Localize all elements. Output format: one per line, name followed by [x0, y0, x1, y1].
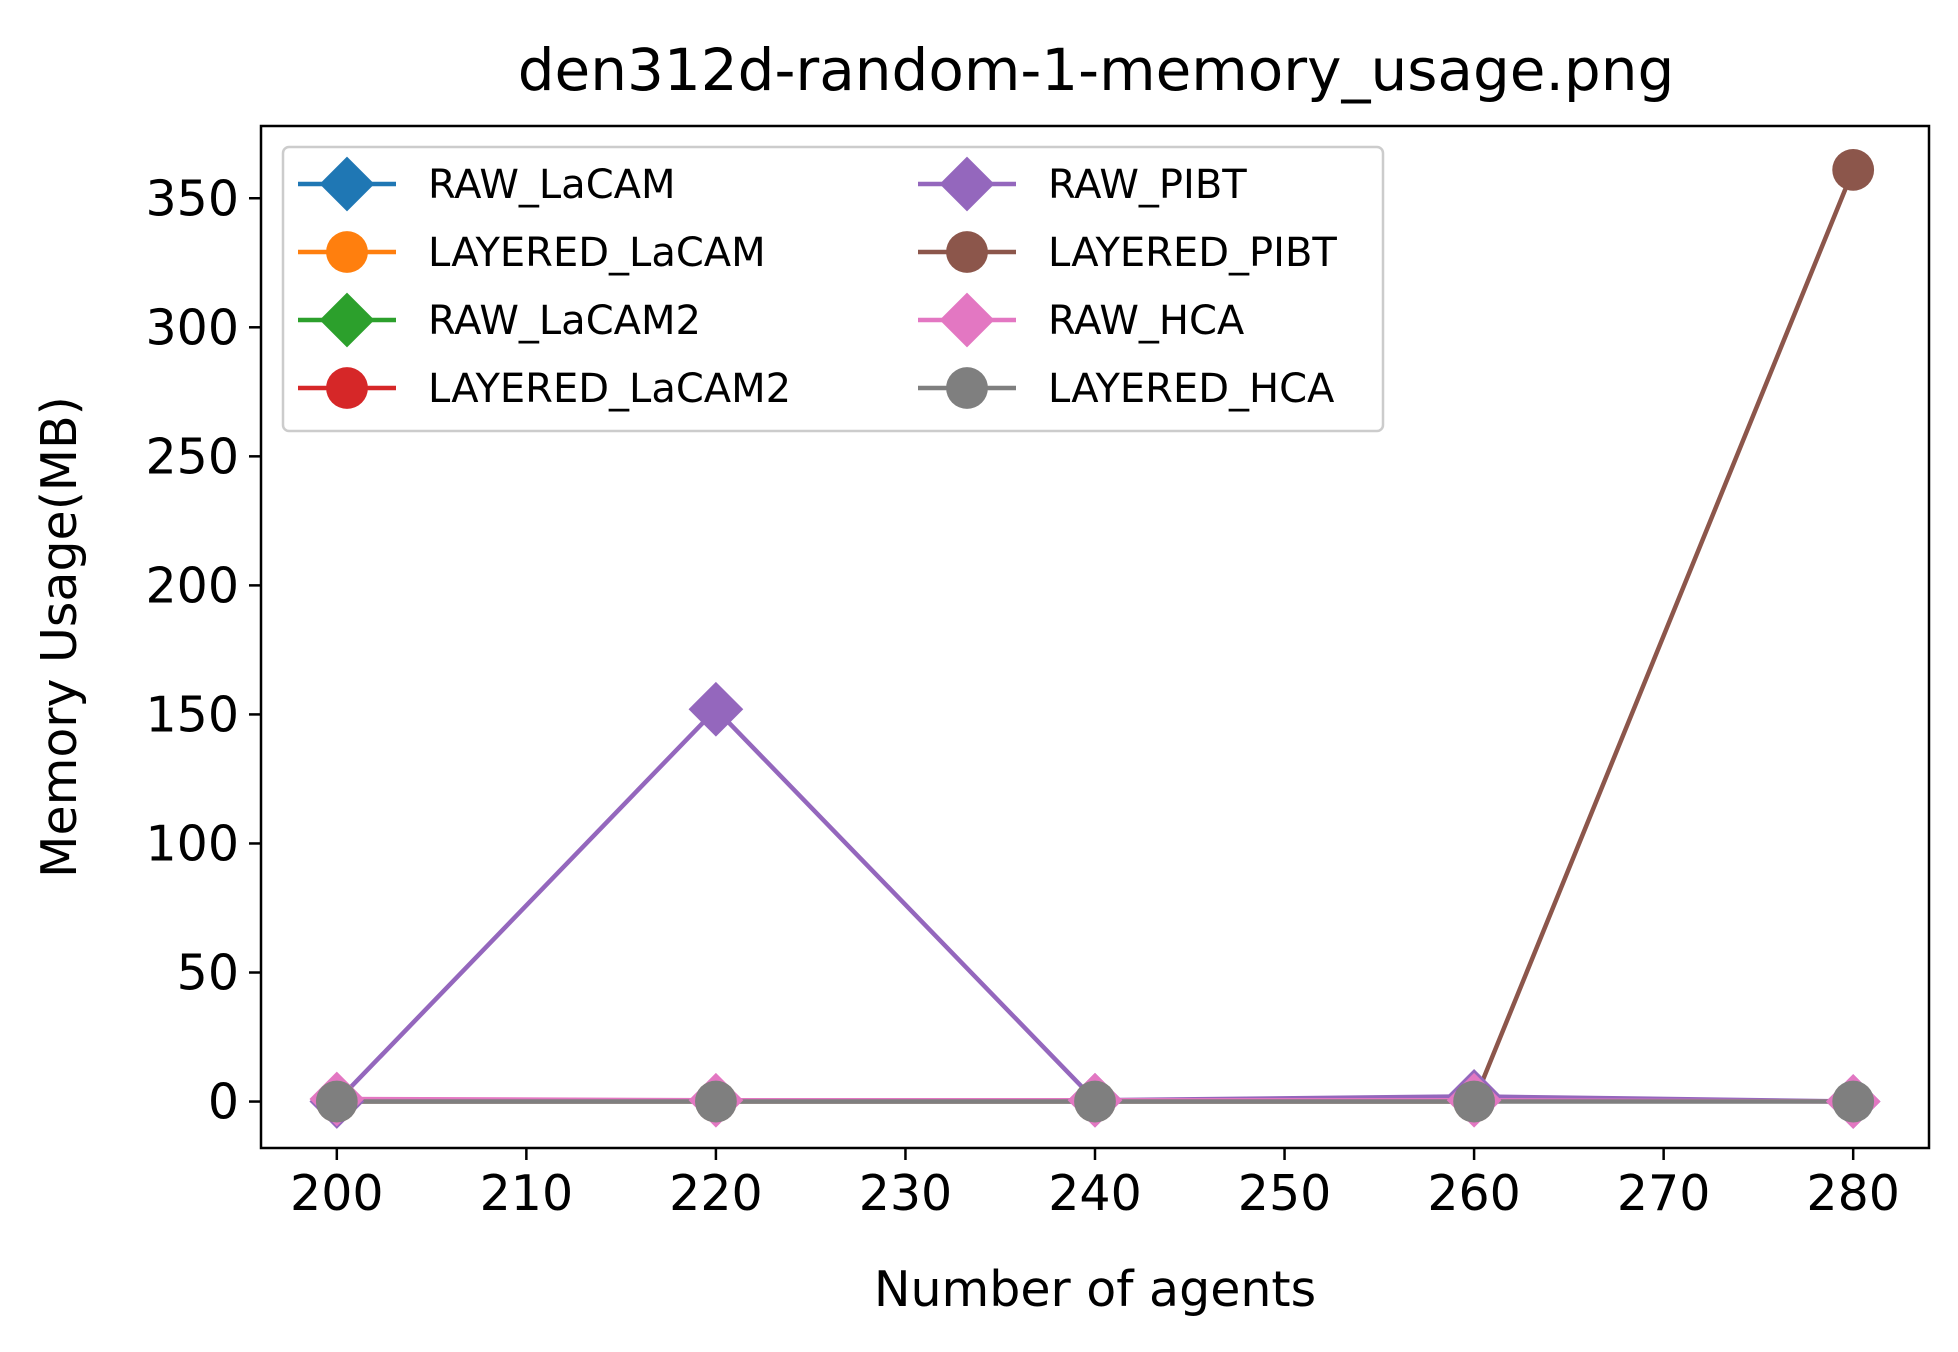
legend-marker-raw-lacam: [319, 156, 375, 212]
plot-frame: [259, 124, 1931, 1150]
x-tick-label: 250: [1238, 1165, 1332, 1222]
y-tick-label: 300: [145, 299, 239, 356]
legend-marker-raw-hca: [939, 292, 995, 348]
y-axis-label: Memory Usage(MB): [31, 396, 88, 878]
legend-marker-raw-pibt: [939, 156, 995, 212]
x-tick-label: 230: [859, 1165, 953, 1222]
legend-label: RAW_HCA: [1048, 298, 1245, 344]
data-point-raw-pibt: [688, 681, 744, 737]
legend-label: LAYERED_LaCAM: [428, 230, 766, 276]
chart-title: den312d-random-1-memory_usage.png: [518, 36, 1675, 104]
legend-label: LAYERED_LaCAM2: [428, 366, 791, 412]
plot-markers: [309, 148, 1881, 1129]
x-axis-label: Number of agents: [874, 1261, 1316, 1318]
data-point-layered-hca: [1832, 1080, 1875, 1123]
y-tick-label: 150: [145, 686, 239, 743]
y-tick-label: 50: [177, 945, 239, 1002]
y-tick-label: 250: [145, 428, 239, 485]
legend-marker-layered-lacam: [326, 231, 368, 273]
legend-label: RAW_PIBT: [1048, 162, 1247, 208]
legend-label: RAW_LaCAM: [428, 162, 676, 208]
data-point-layered-hca: [315, 1080, 358, 1123]
y-tick-label: 200: [145, 557, 239, 614]
legend-marker-raw-lacam2: [319, 292, 375, 348]
legend-marker-layered-lacam2: [326, 367, 368, 409]
y-tick-label: 100: [145, 815, 239, 872]
x-tick-label: 200: [290, 1165, 384, 1222]
data-point-layered-hca: [695, 1080, 737, 1123]
legend-label: RAW_LaCAM2: [428, 298, 701, 344]
data-point-layered-pibt: [1832, 148, 1875, 191]
x-tick-label: 220: [669, 1165, 763, 1222]
x-tick-label: 270: [1617, 1165, 1711, 1222]
legend-label: LAYERED_PIBT: [1048, 230, 1337, 276]
axis-ticks: 200 210 220 230 240 250 260 270 280 0 50 100 150 200 2…: [145, 170, 1899, 1222]
x-tick-label: 260: [1427, 1165, 1521, 1222]
y-tick-label: 350: [145, 170, 239, 227]
legend-box: [281, 145, 1385, 433]
x-tick-label: 280: [1806, 1165, 1900, 1222]
legend-marker-layered-pibt: [946, 231, 988, 273]
legend-label: LAYERED_HCA: [1048, 366, 1335, 412]
x-tick-label: 240: [1048, 1165, 1142, 1222]
legend: RAW_LaCAM LAYERED_LaCAM RAW_LaCAM2 LAYERED_…: [281, 145, 1385, 433]
data-point-layered-hca: [1074, 1080, 1116, 1123]
legend-marker-layered-hca: [946, 367, 988, 409]
x-tick-label: 210: [480, 1165, 574, 1222]
y-tick-label: 0: [208, 1074, 239, 1131]
data-point-layered-hca: [1453, 1080, 1495, 1123]
